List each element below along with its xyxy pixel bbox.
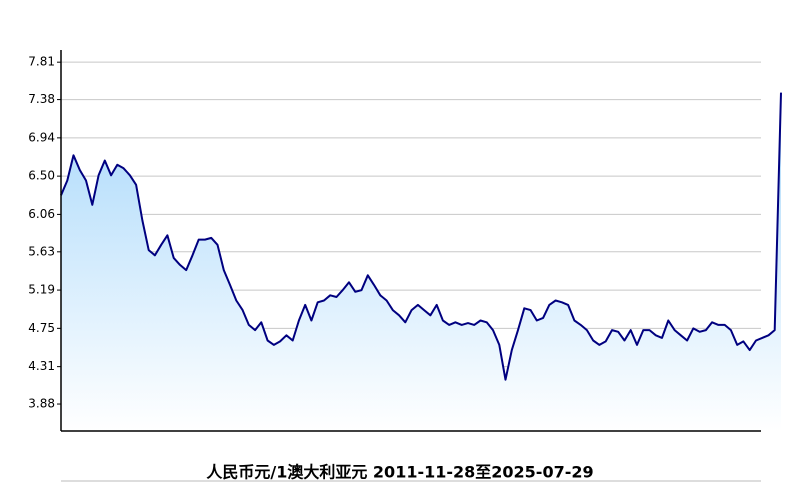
line — [60, 92, 782, 381]
chart-title: 人民币元/1澳大利亚元 2011-11-28至2025-07-29 — [206, 463, 593, 482]
y-tick-label: 6.06 — [28, 207, 55, 221]
y-tick-label: 4.31 — [28, 359, 55, 373]
y-tick-label: 7.81 — [28, 55, 55, 69]
y-tick-label: 5.63 — [28, 244, 55, 258]
y-tick-label: 4.75 — [28, 321, 55, 335]
y-tick-label: 3.88 — [28, 397, 55, 411]
y-tick-label: 6.94 — [28, 130, 55, 144]
y-tick-label: 5.19 — [28, 283, 55, 297]
y-tick-label: 6.50 — [28, 169, 55, 183]
y-tick-label: 7.38 — [28, 92, 55, 106]
plot — [60, 92, 782, 431]
area-fill — [61, 92, 781, 431]
